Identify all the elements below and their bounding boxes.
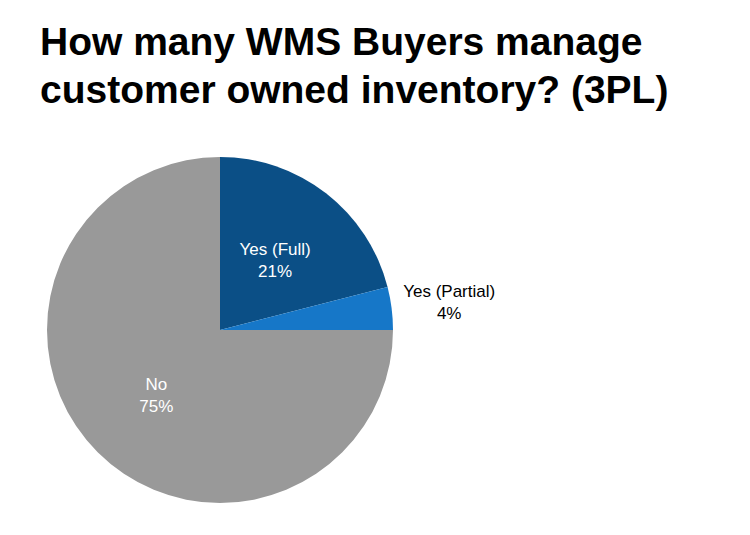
html-text:How many WMS Buyers manage cus: How many WMS Buyers manage customer owne… — [40, 20, 669, 111]
svg-text:No75%: No75% — [139, 375, 173, 416]
svg-text:Yes (Partial)4%: Yes (Partial)4% — [403, 282, 495, 323]
svg-text:Yes (Full)21%: Yes (Full)21% — [240, 240, 311, 281]
